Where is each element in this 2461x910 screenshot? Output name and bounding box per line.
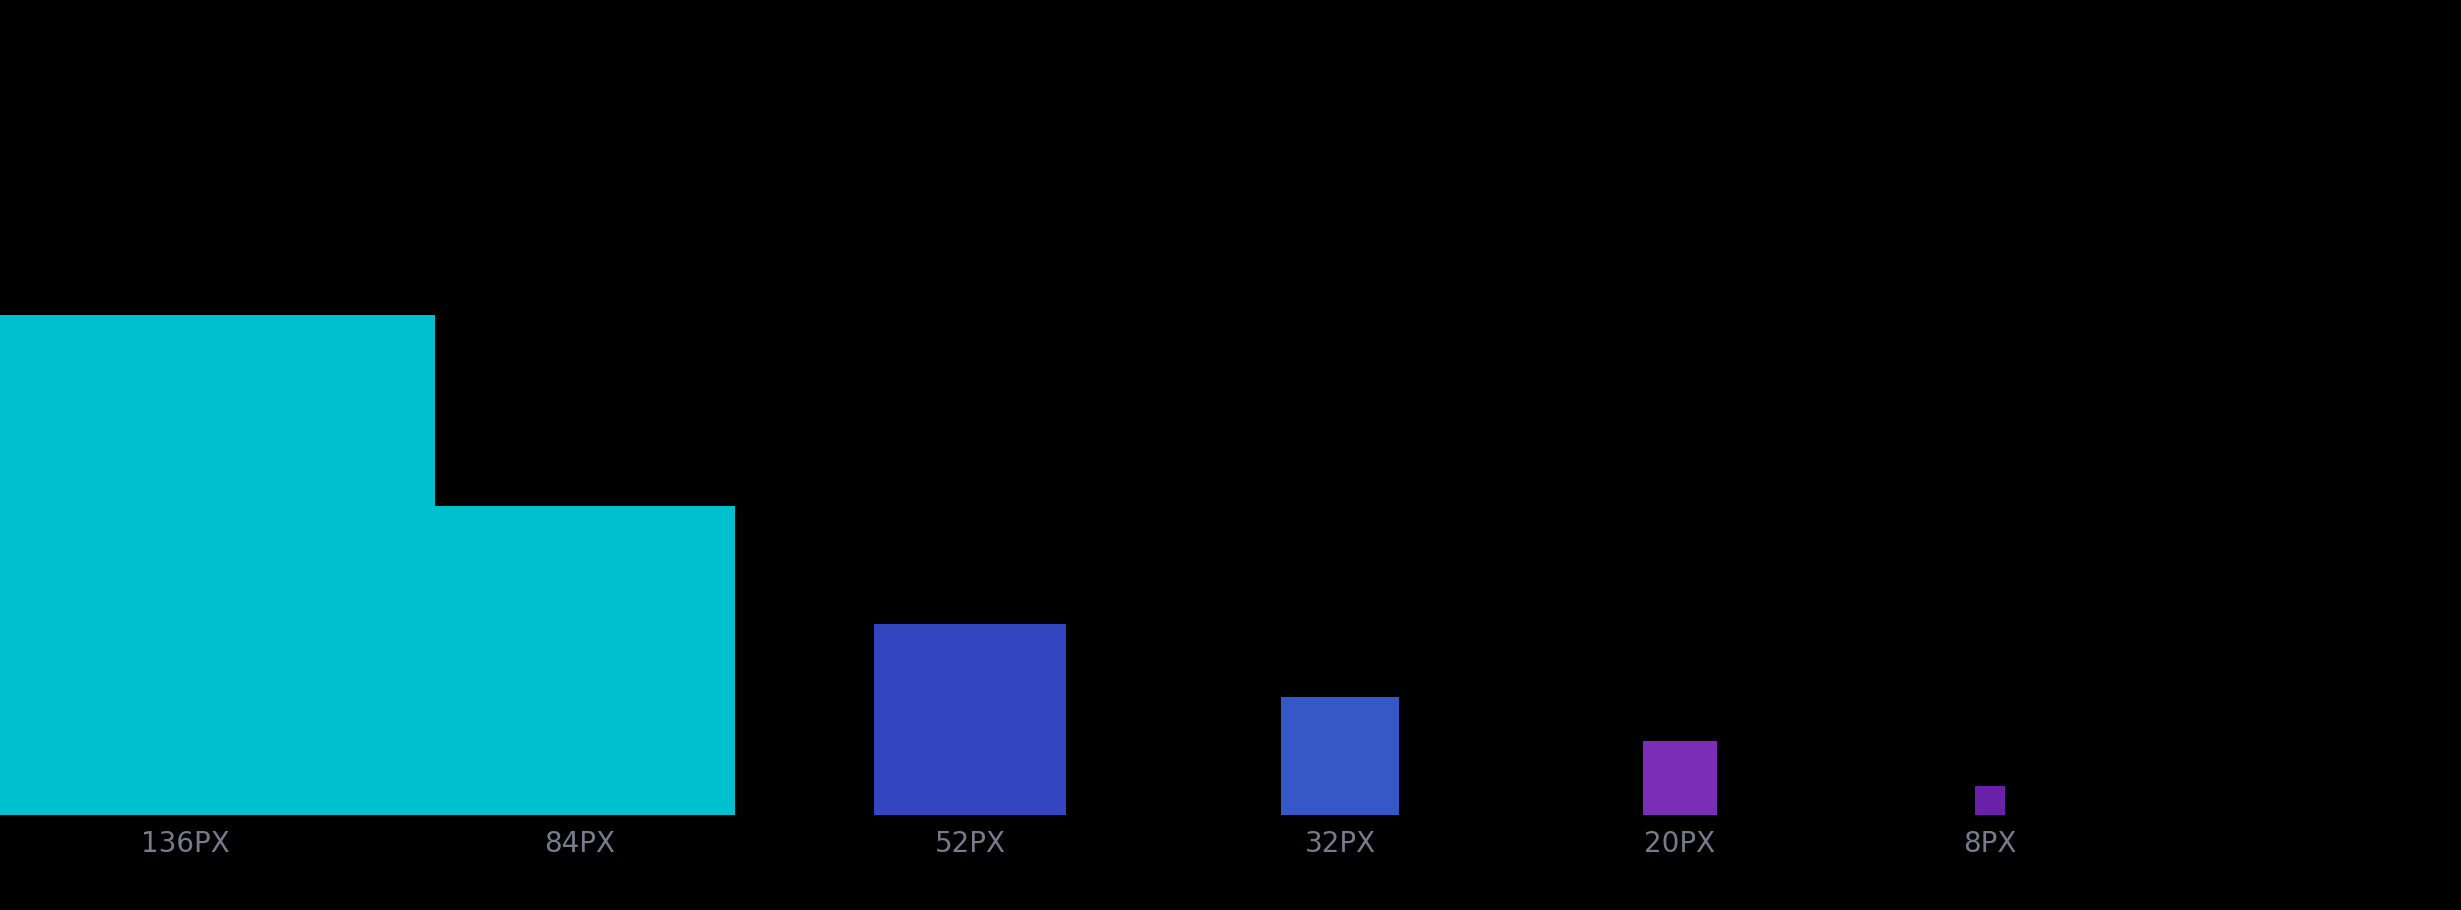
Text: 32PX: 32PX bbox=[1304, 830, 1376, 858]
Bar bbox=[0, 315, 436, 815]
Bar bbox=[874, 623, 1066, 815]
Bar bbox=[426, 506, 733, 815]
Bar bbox=[1644, 742, 1718, 815]
Bar bbox=[1976, 785, 2006, 815]
Bar bbox=[1282, 697, 1398, 815]
Text: 136PX: 136PX bbox=[140, 830, 229, 858]
Text: 8PX: 8PX bbox=[1964, 830, 2016, 858]
Text: 20PX: 20PX bbox=[1644, 830, 1715, 858]
Text: 52PX: 52PX bbox=[935, 830, 1007, 858]
Text: 84PX: 84PX bbox=[544, 830, 615, 858]
